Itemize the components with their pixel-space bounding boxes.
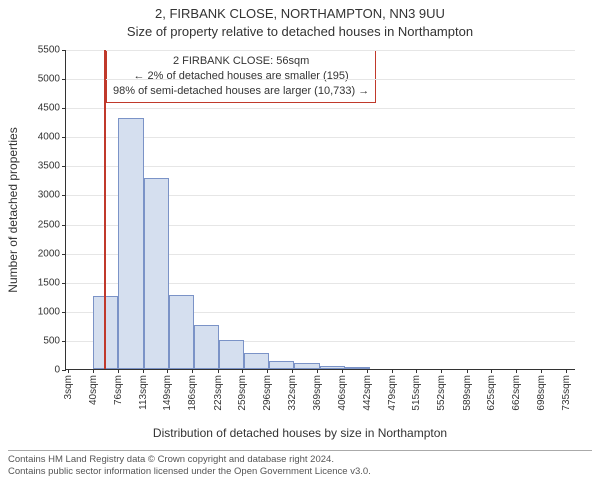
xtick-mark [143,369,144,373]
plot-area: 2 FIRBANK CLOSE: 56sqm← 2% of detached h… [65,50,575,370]
xtick-label: 113sqm [138,375,149,410]
xtick-label: 259sqm [237,375,248,411]
ytick-label: 2000 [38,248,66,259]
footer: Contains HM Land Registry data © Crown c… [8,450,592,478]
histogram-bar [294,363,319,369]
xtick-mark [491,369,492,373]
xtick-mark [392,369,393,373]
histogram-bar [320,366,345,369]
x-axis-label: Distribution of detached houses by size … [0,426,600,440]
xtick-mark [118,369,119,373]
grid-line [66,108,575,109]
histogram-bar [219,340,244,369]
ytick-label: 4000 [38,132,66,143]
ytick-label: 3500 [38,161,66,172]
xtick-mark [541,369,542,373]
xtick-mark [467,369,468,373]
ytick-label: 1000 [38,306,66,317]
histogram-bar [269,361,294,369]
histogram-bar [144,178,169,369]
ytick-label: 5500 [38,45,66,56]
xtick-mark [93,369,94,373]
xtick-mark [566,369,567,373]
footer-line1: Contains HM Land Registry data © Crown c… [8,454,592,466]
xtick-label: 735sqm [561,375,572,411]
xtick-label: 406sqm [337,375,348,411]
xtick-label: 589sqm [462,375,473,411]
ytick-label: 2500 [38,219,66,230]
histogram-bar [169,295,194,369]
xtick-mark [292,369,293,373]
ytick-label: 5000 [38,74,66,85]
xtick-label: 40sqm [88,375,99,405]
ytick-label: 500 [43,335,66,346]
xtick-label: 76sqm [113,375,124,405]
chart-title-line1: 2, FIRBANK CLOSE, NORTHAMPTON, NN3 9UU [0,6,600,21]
xtick-mark [167,369,168,373]
xtick-label: 662sqm [511,375,522,411]
histogram-bar [194,325,219,369]
xtick-label: 223sqm [213,375,224,411]
grid-line [66,79,575,80]
annotation-line: 98% of semi-detached houses are larger (… [113,84,369,99]
xtick-mark [342,369,343,373]
xtick-mark [192,369,193,373]
xtick-mark [516,369,517,373]
xtick-mark [317,369,318,373]
grid-line [66,50,575,51]
xtick-label: 625sqm [486,375,497,411]
xtick-label: 369sqm [312,375,323,411]
xtick-mark [367,369,368,373]
xtick-mark [242,369,243,373]
xtick-label: 3sqm [63,375,74,399]
xtick-label: 515sqm [411,375,422,411]
ytick-label: 4500 [38,103,66,114]
chart-title-line2: Size of property relative to detached ho… [0,24,600,39]
xtick-label: 296sqm [262,375,273,411]
marker-line [104,50,106,369]
xtick-label: 479sqm [387,375,398,411]
ytick-label: 1500 [38,277,66,288]
xtick-label: 186sqm [187,375,198,411]
xtick-label: 698sqm [536,375,547,411]
xtick-label: 332sqm [287,375,298,411]
y-axis-label: Number of detached properties [6,127,20,292]
ytick-label: 3000 [38,190,66,201]
xtick-label: 442sqm [362,375,373,411]
footer-line2: Contains public sector information licen… [8,466,592,478]
annotation-line: ← 2% of detached houses are smaller (195… [113,69,369,84]
annotation-box: 2 FIRBANK CLOSE: 56sqm← 2% of detached h… [106,50,376,103]
annotation-line: 2 FIRBANK CLOSE: 56sqm [113,54,369,69]
histogram-bar [244,353,269,369]
xtick-label: 552sqm [436,375,447,411]
chart-container: 2, FIRBANK CLOSE, NORTHAMPTON, NN3 9UU S… [0,0,600,500]
xtick-mark [218,369,219,373]
xtick-mark [267,369,268,373]
histogram-bar [118,118,143,369]
xtick-mark [441,369,442,373]
xtick-label: 149sqm [162,375,173,411]
xtick-mark [416,369,417,373]
xtick-mark [68,369,69,373]
ytick-label: 0 [54,365,66,376]
